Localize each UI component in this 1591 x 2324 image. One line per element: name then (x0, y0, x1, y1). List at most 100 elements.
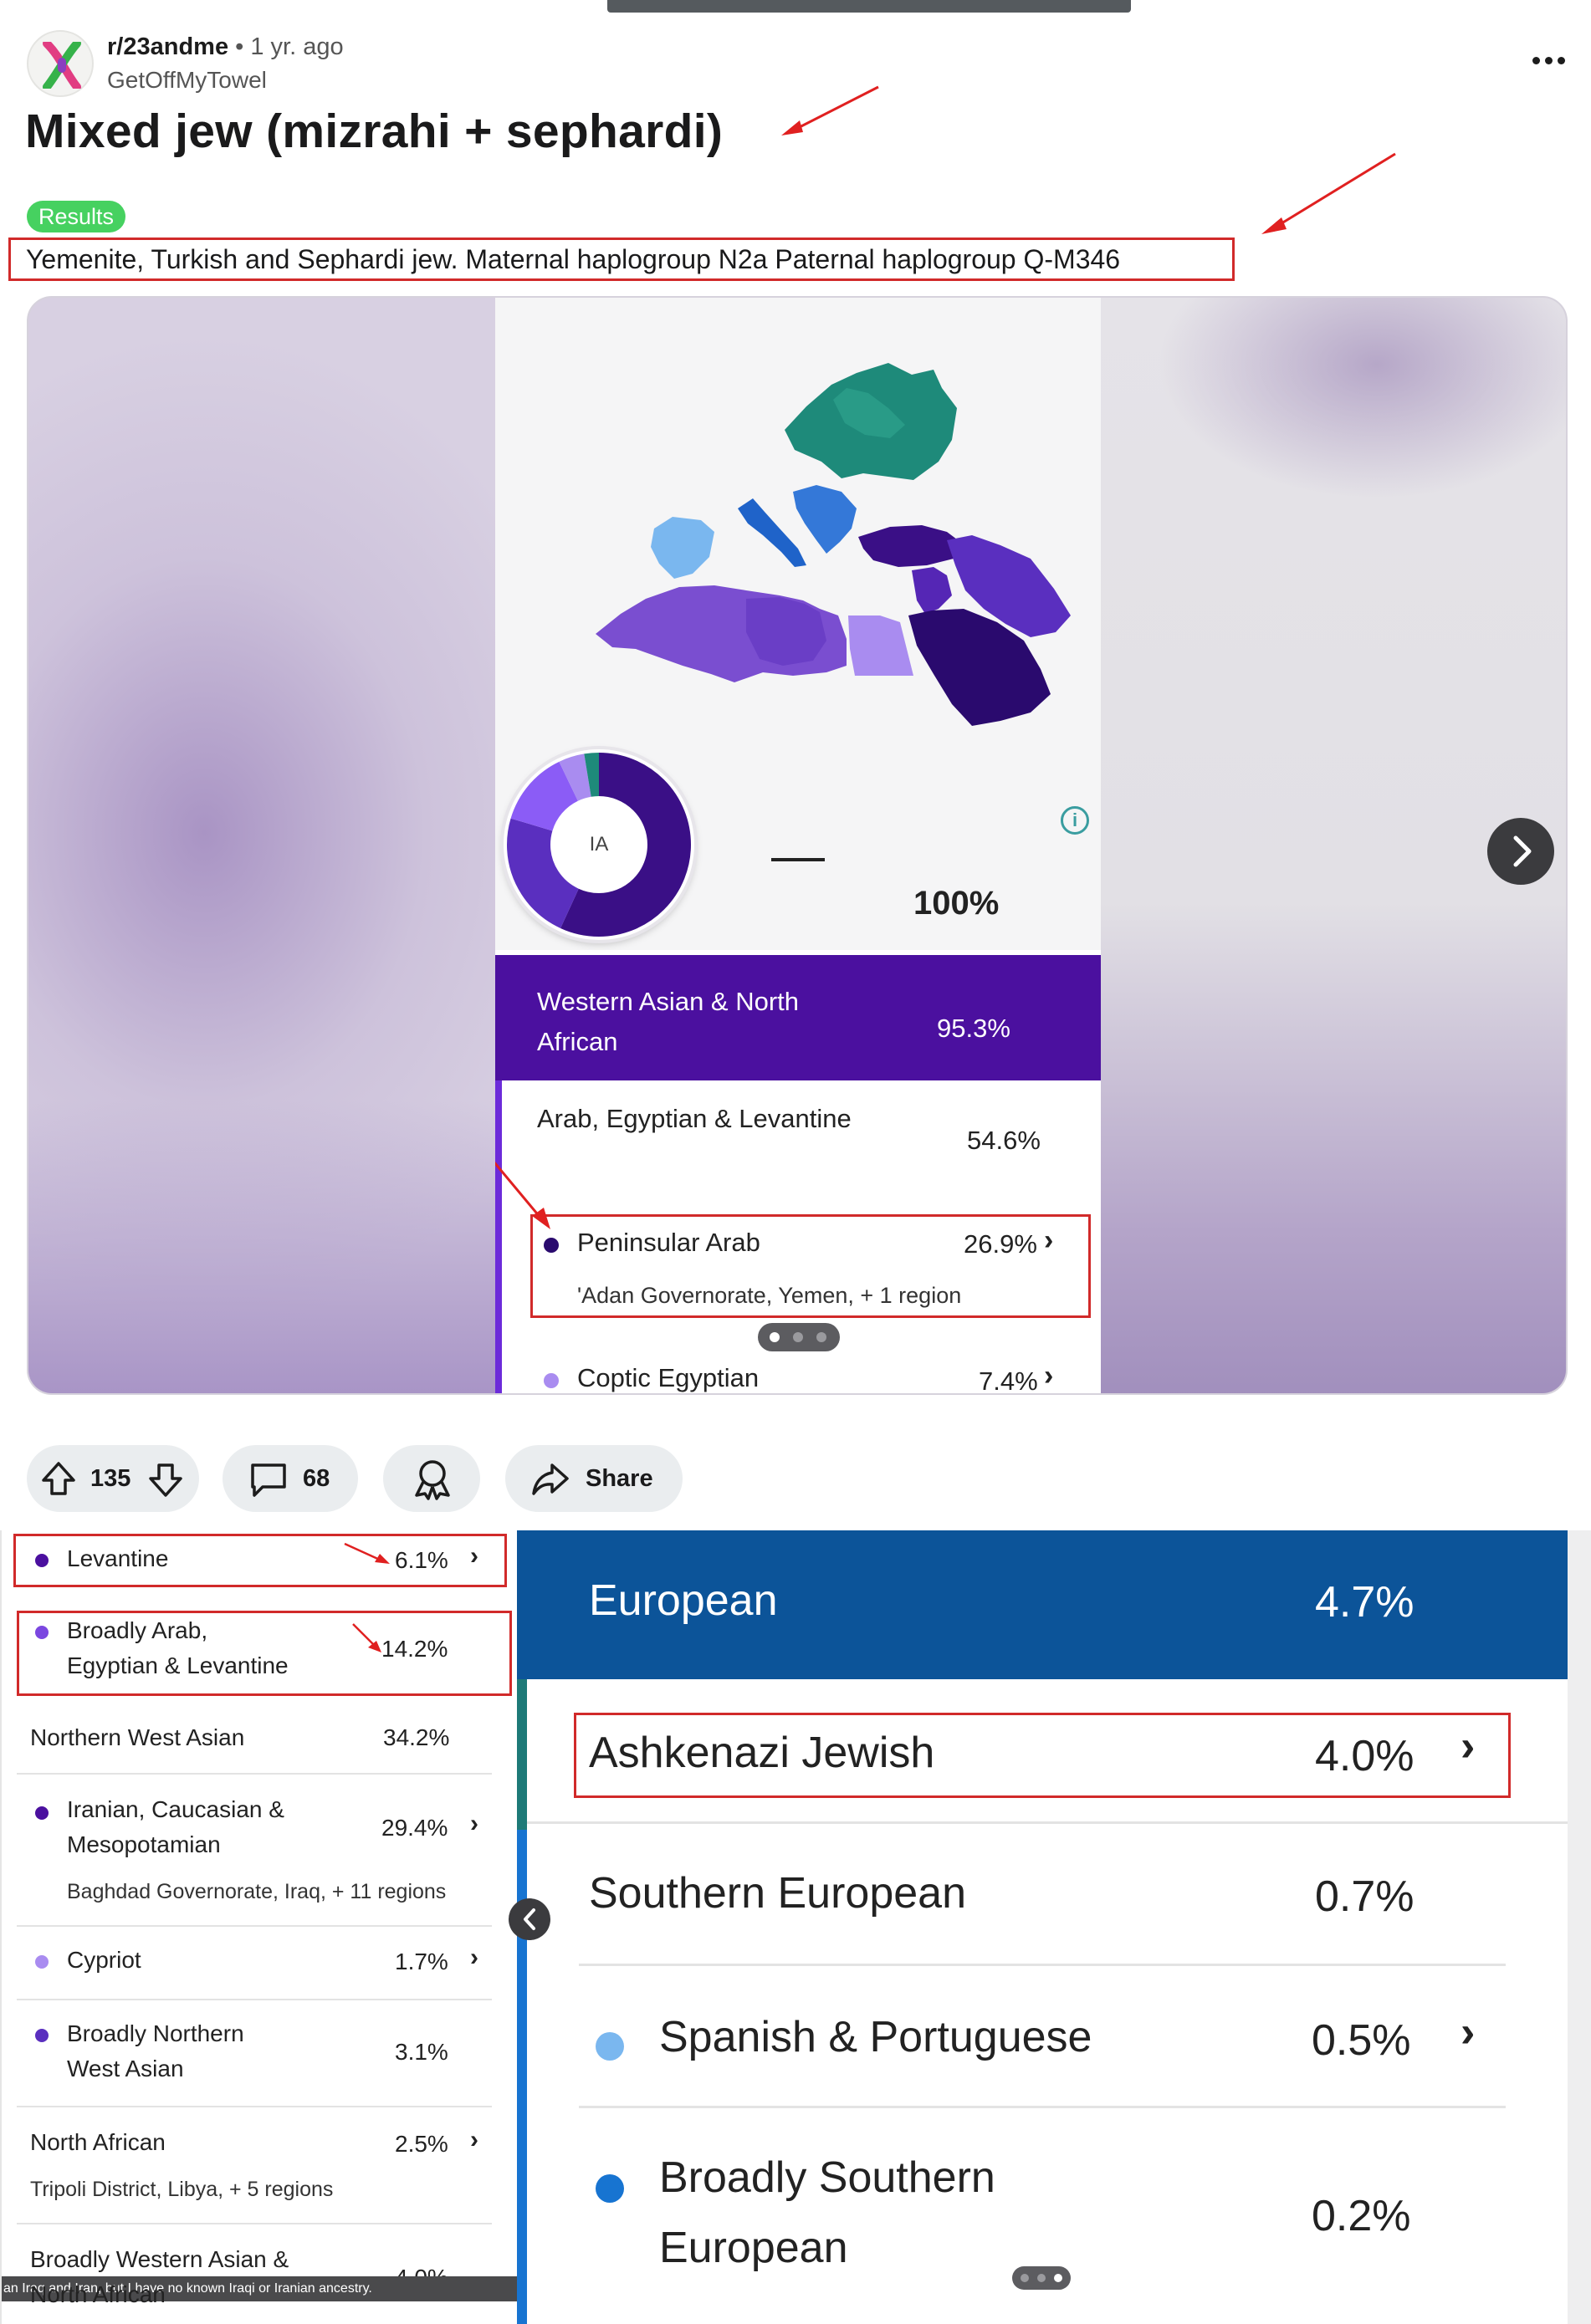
row-percent: 3.1% (395, 2039, 448, 2065)
ancestry-map: i IA 100% (495, 298, 1101, 950)
row-separator (579, 1964, 1506, 1966)
tree-line (517, 1679, 527, 2324)
comment-count: 68 (303, 1465, 330, 1492)
vote-count: 135 (90, 1465, 131, 1492)
highlight-box (530, 1214, 1091, 1318)
row-broadly-northern-line2: West Asian (67, 2056, 184, 2081)
row-broadly-southern-line2: European (659, 2224, 848, 2272)
chevron-right-icon: › (470, 1943, 478, 1971)
total-percent: 100% (913, 885, 1000, 922)
screenshot-caption: an Iraq and Iran, but I have no known Ir… (2, 2276, 517, 2301)
red-annotation-arrow (352, 1623, 381, 1652)
ancestry-screenshot: i IA 100% Western Asian & North African … (495, 298, 1101, 1393)
row-southern-european: Southern European (589, 1869, 967, 1918)
row-separator (527, 1821, 1568, 1824)
dna-logo-icon (43, 42, 81, 89)
ancestry-row-peninsular-arab: Peninsular Arab (577, 1228, 760, 1257)
chevron-right-icon: › (470, 1810, 478, 1837)
previous-image-button[interactable] (509, 1898, 550, 1940)
subreddit-avatar[interactable] (27, 30, 94, 97)
chevron-right-icon (1513, 835, 1532, 867)
red-annotation-arrow (495, 1161, 550, 1229)
ancestry-list-screenshot-right: European 4.7% Ashkenazi Jewish 4.0% › So… (517, 1530, 1591, 2324)
row-broadly-southern: Broadly Southern (659, 2153, 995, 2202)
upvote-icon[interactable] (40, 1460, 77, 1497)
chevron-right-icon: › (1461, 2008, 1476, 2056)
row-northern-west-asian: Northern West Asian (30, 1724, 245, 1750)
meta-separator: • (235, 33, 244, 60)
highlight-box (13, 1534, 507, 1587)
row-percent: 54.6% (967, 1126, 1041, 1155)
row-percent: 95.3% (937, 1014, 1010, 1043)
row-sublabel: Baghdad Governorate, Iraq, + 11 regions (67, 1880, 447, 1903)
carousel-pager[interactable] (758, 1323, 840, 1351)
more-options-icon[interactable] (1531, 52, 1568, 69)
row-ashkenazi: Ashkenazi Jewish (589, 1729, 935, 1777)
row-north-african: North African (30, 2129, 166, 2155)
chevron-right-icon: › (1044, 1360, 1054, 1392)
ancestry-row-coptic-egyptian: Coptic Egyptian (577, 1363, 760, 1392)
row-broadly-western: Broadly Western Asian & (30, 2246, 289, 2272)
row-cypriot: Cypriot (67, 1947, 141, 1973)
red-annotation-arrow (344, 1542, 390, 1564)
row-broadly-northern: Broadly Northern (67, 2020, 244, 2046)
comment-icon (251, 1463, 286, 1497)
ancestry-list-screenshot-left: Levantine 6.1% › Broadly Arab, Egyptian … (0, 1530, 517, 2324)
row-european: European 4.7% (517, 1530, 1568, 1679)
color-dot (596, 2032, 624, 2061)
highlight-box (17, 1611, 512, 1696)
color-dot (35, 1955, 49, 1969)
screenshot-edge (1568, 1530, 1591, 2324)
row-spanish-portuguese: Spanish & Portuguese (659, 2013, 1092, 2061)
row-percent: 0.2% (1312, 2192, 1411, 2240)
row-percent: 4.7% (1315, 1578, 1415, 1627)
ancestry-row-arab-egyptian: Arab, Egyptian & Levantine (537, 1104, 852, 1133)
info-icon[interactable]: i (1061, 806, 1089, 835)
vote-bar: 135 (27, 1445, 199, 1512)
row-label: Western Asian & North African (537, 987, 800, 1056)
highlight-box (574, 1713, 1511, 1798)
color-dot (35, 1806, 49, 1820)
post-title[interactable]: Mixed jew (mizrahi + sephardi) (25, 105, 724, 158)
tree-line (517, 1679, 527, 1830)
donut-chart (507, 753, 691, 937)
color-dot (35, 1626, 49, 1639)
award-button[interactable] (383, 1445, 480, 1512)
row-broadly-arab-line2: Egyptian & Levantine (67, 1652, 289, 1678)
next-image-button[interactable] (1487, 818, 1554, 885)
share-icon (532, 1463, 569, 1495)
color-dot (35, 2029, 49, 2042)
row-percent: 6.1% (395, 1547, 448, 1573)
row-percent: 0.7% (1315, 1872, 1415, 1921)
row-separator (17, 1999, 492, 2000)
red-annotation-arrow (1261, 152, 1396, 234)
chevron-left-icon (524, 1908, 535, 1930)
chevron-right-icon: › (1044, 1224, 1054, 1256)
ancestry-row-western-asian: Western Asian & North African 95.3% (495, 955, 1101, 1080)
row-separator (17, 2106, 492, 2107)
region-map (596, 363, 1071, 726)
row-percent: 0.5% (1312, 2016, 1411, 2065)
share-button[interactable]: Share (505, 1445, 683, 1512)
subreddit-name[interactable]: r/23andme (107, 33, 229, 60)
subreddit-meta: r/23andme • 1 yr. ago (107, 33, 344, 61)
share-label: Share (586, 1465, 653, 1492)
row-iranian-line2: Mesopotamian (67, 1831, 221, 1857)
post-author[interactable]: GetOffMyTowel (107, 67, 267, 93)
carousel-pager[interactable] (1012, 2266, 1071, 2290)
row-percent: 34.2% (383, 1724, 450, 1750)
comments-button[interactable]: 68 (223, 1445, 358, 1512)
row-percent: 2.5% (395, 2131, 448, 2157)
row-percent: 4.0% (1315, 1732, 1415, 1780)
row-broadly-arab: Broadly Arab, (67, 1617, 208, 1643)
chevron-right-icon: › (470, 1542, 478, 1570)
row-separator (17, 1773, 492, 1775)
row-percent: 29.4% (381, 1815, 448, 1841)
red-annotation-arrow (781, 85, 879, 135)
row-sublabel: 'Adan Governorate, Yemen, + 1 region (577, 1283, 962, 1308)
downvote-icon[interactable] (147, 1462, 184, 1499)
post-flair[interactable]: Results (27, 201, 126, 232)
post-image-carousel[interactable]: i IA 100% Western Asian & North African … (27, 296, 1568, 1395)
ancestry-donut-chart: IA (504, 749, 694, 940)
award-icon (415, 1460, 450, 1500)
